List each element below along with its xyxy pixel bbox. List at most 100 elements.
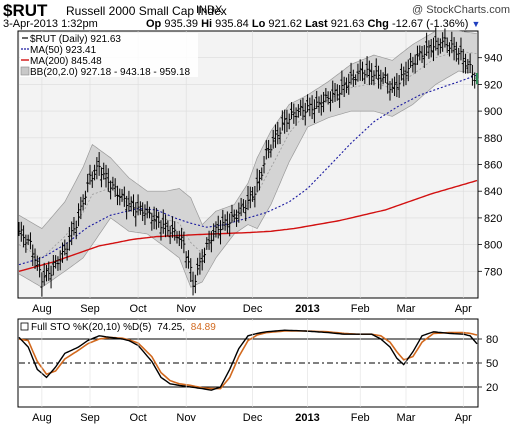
ohlc-bar <box>445 37 449 53</box>
ohlc-bar <box>106 168 110 192</box>
ohlc-bar <box>164 214 168 238</box>
ohlc-bar <box>427 40 431 59</box>
x-tick-label: Mar <box>397 303 416 315</box>
sto-tick-label: 20 <box>486 382 498 394</box>
ohlc-bar <box>31 244 35 266</box>
ohlc-bar <box>372 70 376 86</box>
ohlc-bar <box>47 261 51 281</box>
ohlc-bar <box>56 256 60 271</box>
ohlc-bar <box>283 109 287 134</box>
price-y-axis: 780 800 820 840 860 880 900 920 940 <box>478 53 502 278</box>
price-x-axis: Aug Sep Oct Nov Dec 2013 Feb Mar Apr <box>32 303 472 315</box>
company-name: Russell 2000 Small Cap Index <box>66 4 227 18</box>
ohlc-bar <box>244 200 248 222</box>
ohlc-bar <box>255 168 259 193</box>
x-tick-label: 2013 <box>295 412 319 424</box>
ohlc-bar <box>54 255 58 269</box>
ma50-line <box>18 74 478 266</box>
ohlc-bar <box>251 186 255 202</box>
sto-legend-box <box>20 321 260 332</box>
ohlc-bar <box>209 231 213 253</box>
ohlc-bar <box>425 32 429 57</box>
ohlc-bar <box>306 94 310 113</box>
sto-d-line <box>18 330 478 390</box>
high-label: Hi <box>201 18 213 30</box>
ohlc-bar <box>361 61 364 82</box>
ohlc-bar <box>367 60 371 86</box>
ohlc-bar <box>74 220 78 240</box>
ohlc-bar <box>132 194 135 217</box>
ohlc-bar <box>393 76 397 97</box>
ohlc-bar <box>347 73 351 95</box>
ohlc-bar <box>331 80 335 103</box>
ohlc-bar <box>33 248 37 269</box>
ohlc-bar <box>134 202 138 227</box>
ohlc-bar <box>120 189 124 202</box>
sto-legend-swatch <box>20 322 29 331</box>
ohlc-bar <box>271 129 275 149</box>
ohlc-bar <box>95 157 99 180</box>
ohlc-bar <box>145 201 149 219</box>
sto-k-line <box>18 329 478 391</box>
ohlc-bar <box>77 203 81 227</box>
ohlc-bar <box>72 216 76 236</box>
ohlc-bar <box>70 221 74 246</box>
sto-legend-title: Full STO %K(20,10) %D(5) <box>31 322 151 333</box>
ohlc-bar <box>349 62 353 85</box>
ohlc-bar <box>202 247 206 264</box>
ohlc-bar <box>402 66 406 87</box>
ohlc-bar <box>205 237 209 250</box>
ohlc-bar <box>475 72 479 85</box>
ohlc-bar <box>328 91 332 112</box>
ohlc-bar <box>237 202 241 223</box>
bollinger-upper <box>18 30 478 230</box>
ohlc-bar <box>253 186 257 208</box>
x-tick-label: Nov <box>176 303 196 315</box>
ohlc-bar <box>61 242 65 263</box>
price-tick-label: 920 <box>484 79 502 91</box>
sto-x-axis: Aug Sep Oct Nov Dec 2013 Feb Mar Apr <box>32 319 472 424</box>
ohlc-bar <box>450 31 454 53</box>
ohlc-bar <box>303 102 307 126</box>
ohlc-bar <box>150 212 154 231</box>
ohlc-bar <box>459 37 463 61</box>
ohlc-bar <box>413 54 417 74</box>
ohlc-bar <box>420 45 424 63</box>
ohlc-bar <box>51 254 55 276</box>
x-tick-label: Sep <box>80 303 100 315</box>
sto-legend-text: Full STO %K(20,10) %D(5) 74.25, 84.89 <box>31 322 216 333</box>
x-tick-label: Apr <box>455 303 472 315</box>
ohlc-bar <box>184 251 188 269</box>
ohlc-bar <box>67 227 71 251</box>
ohlc-bar <box>299 99 303 116</box>
ohlc-bar <box>397 74 401 98</box>
exchange: INDX <box>196 4 223 16</box>
ohlc-bar <box>170 216 174 238</box>
ohlc-bar <box>468 53 472 74</box>
legend-bb-swatch <box>20 66 30 76</box>
last-label: Last <box>305 18 328 30</box>
last-value: 921.63 <box>330 18 365 30</box>
ohlc-bar <box>431 37 435 62</box>
ohlc-bar <box>296 104 300 118</box>
ohlc-bar <box>404 61 408 86</box>
ohlc-bar <box>319 94 323 116</box>
ohlc-bar <box>342 76 346 97</box>
ohlc-bar <box>40 272 44 297</box>
ohlc-bar <box>200 249 204 271</box>
quote-bar: Op 935.39 Hi 935.84 Lo 921.62 Last 921.6… <box>146 18 480 30</box>
ohlc-bar <box>214 221 218 238</box>
ohlc-bar <box>180 227 184 249</box>
ohlc-bar <box>79 196 83 220</box>
ohlc-bar <box>28 232 32 250</box>
ohlc-bar <box>44 264 48 282</box>
x-tick-label: Dec <box>243 412 263 424</box>
ohlc-bar <box>409 52 413 68</box>
ohlc-bar <box>388 81 392 101</box>
ohlc-bar <box>356 63 360 82</box>
ohlc-bar <box>267 139 271 159</box>
ohlc-bar <box>438 38 442 54</box>
ohlc-bar <box>273 124 277 148</box>
ohlc-bar <box>269 144 273 158</box>
ohlc-bar <box>354 74 358 86</box>
